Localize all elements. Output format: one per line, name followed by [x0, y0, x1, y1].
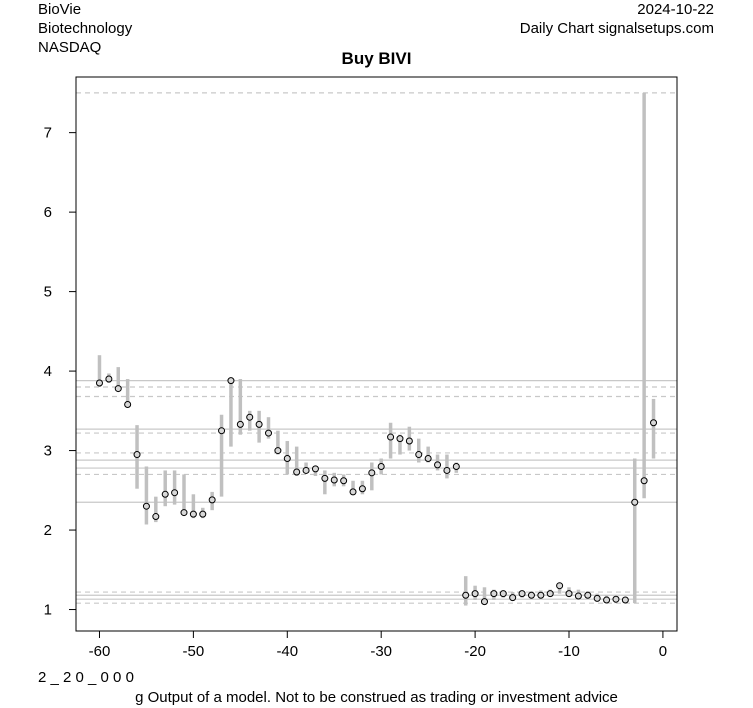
close-point	[424, 455, 432, 463]
company-name: BioVie	[38, 1, 82, 18]
close-point	[180, 509, 188, 517]
close-point	[593, 594, 601, 602]
close-point	[556, 582, 564, 590]
close-point	[358, 485, 366, 493]
close-point	[349, 488, 357, 496]
x-tick-label: -60	[89, 643, 111, 660]
close-point	[246, 413, 254, 421]
close-point	[537, 591, 545, 599]
close-point	[152, 513, 160, 521]
close-point	[387, 433, 395, 441]
x-tick-label: -50	[183, 643, 205, 660]
close-point	[574, 592, 582, 600]
close-point	[321, 474, 329, 482]
x-tick-label: 0	[659, 643, 667, 660]
close-point	[546, 590, 554, 598]
close-point	[650, 419, 658, 427]
close-point	[452, 462, 460, 470]
close-point	[105, 375, 113, 383]
close-point	[142, 502, 150, 510]
close-point	[377, 462, 385, 470]
plot-frame	[75, 76, 678, 632]
close-point	[95, 379, 103, 387]
close-point	[405, 437, 413, 445]
close-point	[640, 477, 648, 485]
close-point	[527, 591, 535, 599]
close-point	[499, 590, 507, 598]
y-tick-label: 3	[44, 443, 52, 460]
y-tick-label: 6	[44, 204, 52, 221]
x-tick-label: -30	[370, 643, 392, 660]
x-tick-label: -10	[558, 643, 580, 660]
close-point	[565, 590, 573, 598]
sector-label: Biotechnology	[38, 20, 133, 37]
exchange-label: NASDAQ	[38, 39, 102, 56]
close-point	[199, 510, 207, 518]
close-point	[311, 465, 319, 473]
y-tick-label: 5	[44, 284, 52, 301]
close-point	[227, 377, 235, 385]
chart-date: 2024-10-22	[637, 1, 714, 18]
close-point	[236, 420, 244, 428]
close-point	[218, 427, 226, 435]
close-point	[612, 595, 620, 603]
x-tick-label: -40	[276, 643, 298, 660]
disclaimer: g Output of a model. Not to be construed…	[135, 689, 618, 706]
model-code: 2 _ 2 0 _ 0 0 0	[38, 669, 134, 686]
close-point	[584, 591, 592, 599]
close-point	[265, 429, 273, 437]
close-point	[124, 400, 132, 408]
close-point	[462, 591, 470, 599]
close-point	[330, 476, 338, 484]
close-point	[255, 420, 263, 428]
close-point	[415, 451, 423, 459]
close-point	[133, 451, 141, 459]
close-point	[631, 498, 639, 506]
close-point	[443, 466, 451, 474]
close-point	[283, 455, 291, 463]
close-point	[340, 477, 348, 485]
close-point	[189, 510, 197, 518]
x-tick-label: -20	[464, 643, 486, 660]
close-point	[603, 596, 611, 604]
close-point	[480, 598, 488, 606]
close-point	[208, 496, 216, 504]
close-point	[114, 385, 122, 393]
y-tick-label: 4	[44, 363, 52, 380]
close-point	[293, 468, 301, 476]
close-point	[161, 490, 169, 498]
close-point	[509, 594, 517, 602]
chart-title: Buy BIVI	[341, 49, 412, 68]
close-point	[471, 590, 479, 598]
close-point	[396, 435, 404, 443]
close-point	[274, 447, 282, 455]
close-point	[621, 596, 629, 604]
close-point	[490, 590, 498, 598]
close-point	[171, 489, 179, 497]
y-tick-label: 1	[44, 602, 52, 619]
close-point	[368, 469, 376, 477]
close-point	[434, 461, 442, 469]
y-tick-label: 7	[44, 125, 52, 142]
close-point	[302, 466, 310, 474]
chart-source: Daily Chart signalsetups.com	[519, 20, 714, 37]
close-point	[518, 590, 526, 598]
y-tick-label: 2	[44, 522, 52, 539]
